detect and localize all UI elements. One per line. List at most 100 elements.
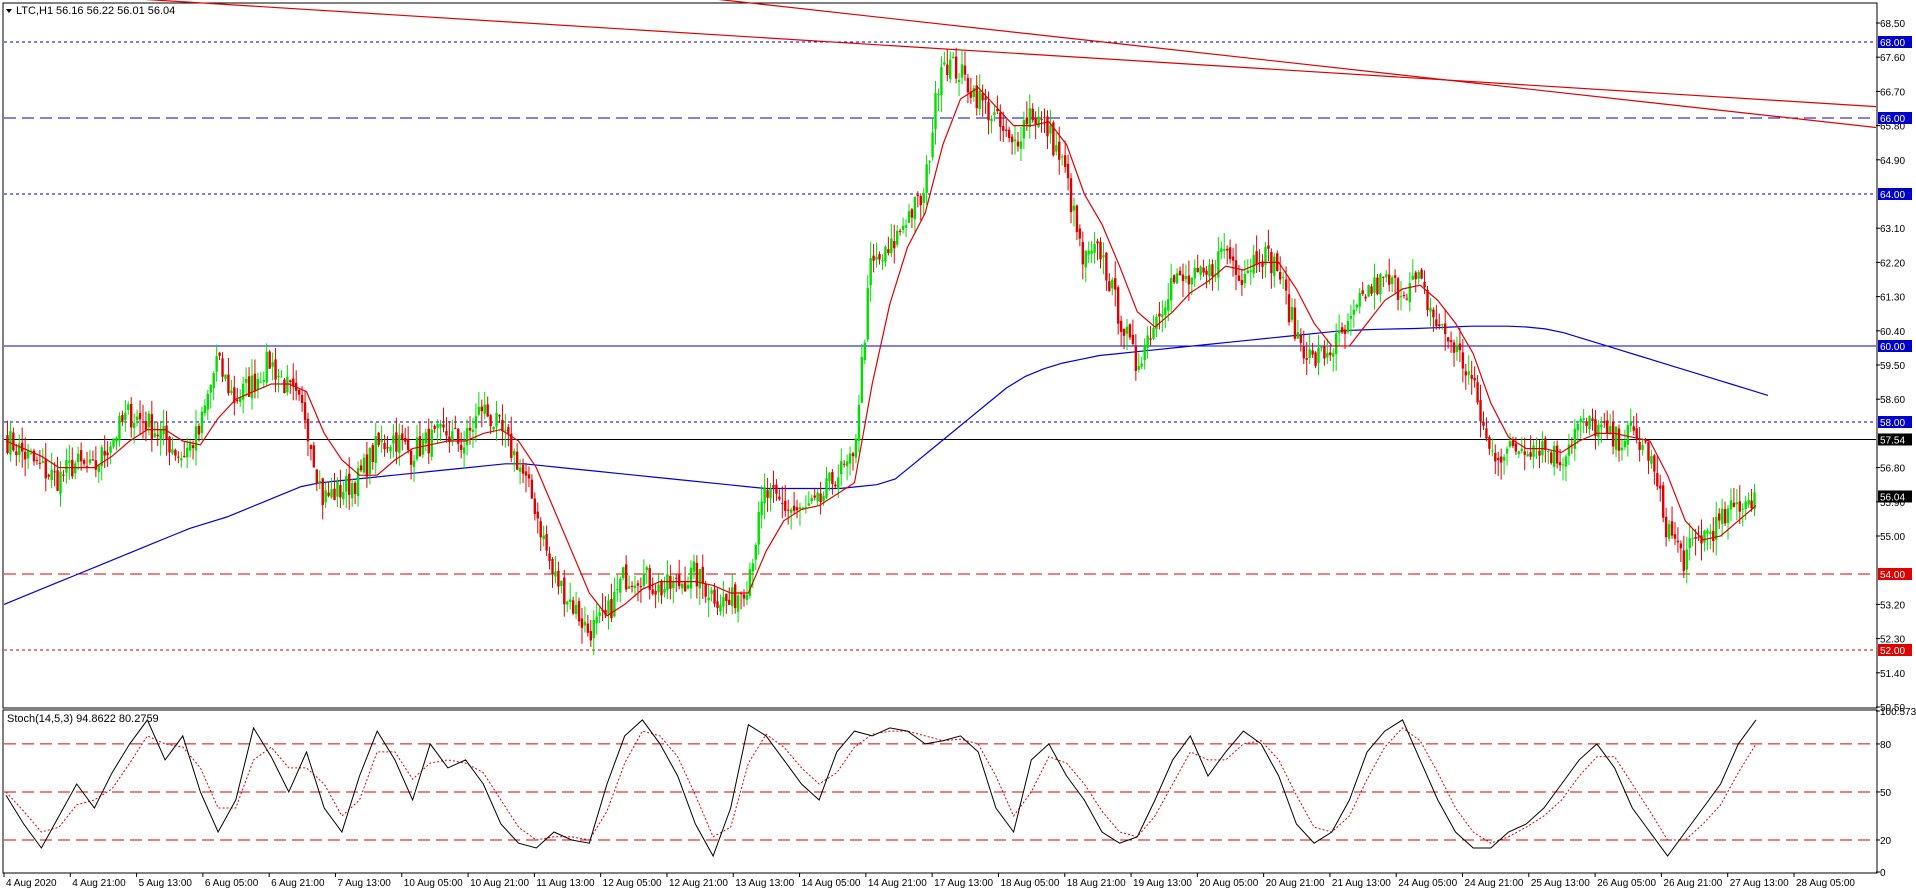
candle: [32, 448, 36, 466]
candle: [560, 580, 563, 594]
candle-body: [259, 381, 263, 383]
candle: [362, 453, 366, 474]
candle-body: [404, 437, 407, 442]
candle: [1497, 451, 1500, 476]
candle: [607, 593, 610, 630]
candle-body: [250, 375, 254, 399]
candle-body: [289, 380, 292, 383]
candle-body: [1679, 543, 1683, 549]
candle: [619, 576, 622, 603]
candle: [940, 56, 943, 113]
price-tick-label: 60.40: [1880, 327, 1905, 338]
candle: [1111, 277, 1114, 296]
candle: [233, 375, 236, 416]
candle-body: [1361, 290, 1364, 295]
candle-body: [763, 487, 766, 504]
candle-body: [59, 471, 62, 494]
candle-body: [112, 438, 115, 447]
candle: [1691, 528, 1694, 547]
candle: [445, 417, 448, 443]
candle: [1358, 288, 1361, 314]
candle: [713, 582, 716, 608]
price-tick-label: 55.90: [1880, 498, 1905, 509]
candle: [1638, 427, 1641, 462]
candle-body: [1550, 452, 1553, 464]
candle: [860, 343, 864, 404]
candle-body: [1311, 350, 1314, 355]
candle: [1591, 408, 1594, 431]
candle: [710, 586, 713, 602]
candle-body: [321, 478, 324, 506]
candle: [1417, 270, 1420, 285]
candle: [654, 584, 657, 609]
candle: [1470, 360, 1473, 395]
candle-body: [1485, 428, 1488, 439]
candle: [1093, 232, 1096, 264]
candle: [683, 566, 687, 592]
candle: [1013, 125, 1017, 155]
candle: [339, 469, 342, 509]
candle: [1623, 429, 1627, 450]
candle-body: [728, 599, 731, 605]
level-tag: 57.54: [1878, 433, 1912, 446]
candle-body: [1237, 275, 1241, 281]
candle: [1729, 488, 1733, 521]
candle: [1673, 522, 1677, 546]
candle-body: [1508, 441, 1512, 447]
candle-body: [1582, 418, 1585, 420]
candle: [1494, 444, 1497, 475]
candle: [660, 579, 663, 604]
candle: [1340, 322, 1344, 334]
candle: [1167, 283, 1170, 321]
candle-body: [1146, 335, 1149, 348]
candle: [707, 585, 710, 618]
candle-body: [489, 415, 492, 427]
candle-body: [518, 467, 522, 472]
candle-body: [1390, 277, 1394, 284]
candle-body: [669, 575, 672, 589]
candle-body: [1600, 424, 1603, 427]
candle: [459, 432, 463, 459]
candle-body: [1063, 155, 1067, 167]
candle: [1676, 527, 1680, 553]
candle-body: [925, 164, 928, 193]
candle: [256, 372, 260, 399]
candle-body: [230, 390, 233, 394]
candle-body: [1281, 276, 1285, 278]
candle: [845, 454, 849, 481]
candle-body: [1187, 275, 1191, 285]
candle: [412, 454, 416, 482]
candle: [415, 424, 419, 462]
candle-body: [374, 436, 377, 464]
candle-body: [966, 77, 970, 93]
candle: [56, 456, 59, 492]
candle-body: [627, 586, 631, 589]
candle-body: [533, 498, 537, 514]
candle-body: [1644, 441, 1647, 443]
candle-body: [1608, 426, 1612, 434]
candle: [318, 470, 321, 490]
candle: [872, 243, 875, 273]
candle-body: [1352, 309, 1356, 315]
candle-body: [622, 567, 625, 579]
candle: [342, 481, 345, 506]
candle-body: [197, 425, 201, 435]
candle-body: [580, 618, 584, 628]
candle-body: [459, 444, 463, 450]
candle: [353, 480, 357, 505]
candle-body: [530, 479, 534, 499]
candle-body: [1520, 448, 1523, 451]
ma-fast-line: [5, 86, 1757, 617]
candle: [954, 47, 958, 84]
candle: [1075, 204, 1079, 241]
candle-body: [1337, 330, 1341, 334]
candle-body: [1452, 342, 1456, 353]
candle-body: [1632, 426, 1635, 431]
price-tick-label: 67.60: [1880, 53, 1905, 64]
candle-body: [1443, 323, 1447, 335]
level-tag-text: 66.00: [1880, 114, 1905, 125]
candle-body: [1013, 139, 1017, 142]
candle: [1158, 302, 1161, 330]
collapse-triangle-icon[interactable]: [6, 9, 12, 13]
candle-body: [1476, 382, 1479, 403]
